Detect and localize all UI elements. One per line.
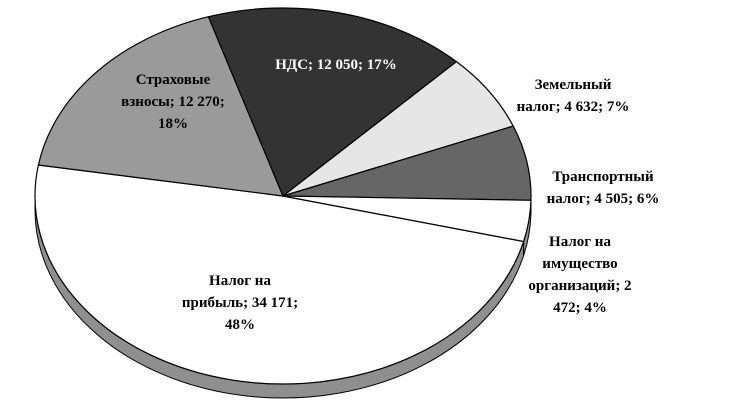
- data-label-1-line-0: Страховые: [136, 72, 211, 88]
- data-label-4-line-0: Транспортный: [552, 169, 654, 185]
- data-label-4: Транспортный налог; 4 505; 6%: [547, 169, 660, 207]
- data-label-0-line-1: прибыль; 34 171;: [182, 295, 298, 311]
- pie-slice-5: [282, 195, 532, 243]
- data-label-2-line-0: НДС; 12 050; 17%: [275, 57, 397, 73]
- data-label-1-line-2: 18%: [158, 116, 188, 132]
- data-label-2: НДС; 12 050; 17%: [275, 57, 397, 73]
- data-label-0: Налог на прибыль; 34 171; 48%: [182, 273, 298, 333]
- data-label-5-line-3: 472; 4%: [553, 300, 607, 316]
- data-label-0-line-0: Налог на: [209, 273, 271, 289]
- data-label-5-line-2: организаций; 2: [528, 278, 631, 294]
- pie-slice-2: [207, 7, 458, 197]
- data-label-1: Страховые взносы; 12 270; 18%: [121, 72, 225, 132]
- pie-top-group: [34, 7, 532, 385]
- data-label-3-line-1: налог; 4 632; 7%: [517, 99, 630, 115]
- pie-slice-1: [37, 16, 284, 197]
- data-label-3: Земельный налог; 4 632; 7%: [517, 77, 630, 115]
- pie-labels-group: Налог на прибыль; 34 171; 48% Страховые взно…: [121, 57, 659, 333]
- data-label-4-line-1: налог; 4 505; 6%: [547, 191, 660, 207]
- data-label-0-line-2: 48%: [225, 317, 255, 333]
- data-label-5-line-1: имущество: [542, 256, 617, 272]
- data-label-5: Налог на имущество организаций; 2 472; 4%: [528, 234, 631, 316]
- data-label-3-line-0: Земельный: [535, 77, 612, 93]
- data-label-5-line-0: Налог на: [549, 234, 611, 250]
- pie-slice-0: [34, 164, 525, 385]
- data-label-1-line-1: взносы; 12 270;: [121, 94, 225, 110]
